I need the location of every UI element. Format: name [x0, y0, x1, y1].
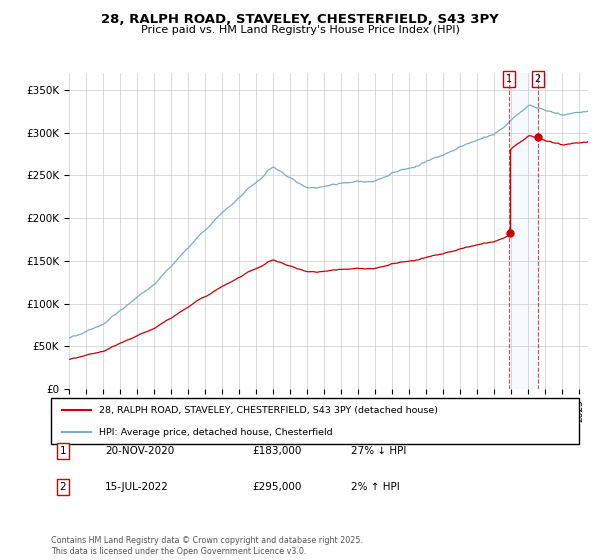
Text: 28, RALPH ROAD, STAVELEY, CHESTERFIELD, S43 3PY: 28, RALPH ROAD, STAVELEY, CHESTERFIELD, …: [101, 13, 499, 26]
Text: Price paid vs. HM Land Registry's House Price Index (HPI): Price paid vs. HM Land Registry's House …: [140, 25, 460, 35]
Text: 2: 2: [59, 482, 67, 492]
Text: 2: 2: [535, 74, 541, 84]
Text: £183,000: £183,000: [252, 446, 301, 456]
Text: 1: 1: [59, 446, 67, 456]
Text: 27% ↓ HPI: 27% ↓ HPI: [351, 446, 406, 456]
Text: Contains HM Land Registry data © Crown copyright and database right 2025.
This d: Contains HM Land Registry data © Crown c…: [51, 536, 363, 556]
FancyBboxPatch shape: [51, 398, 579, 444]
Text: 1: 1: [506, 74, 512, 84]
Bar: [509, 73, 538, 389]
Text: £295,000: £295,000: [252, 482, 301, 492]
Text: HPI: Average price, detached house, Chesterfield: HPI: Average price, detached house, Ches…: [98, 427, 332, 437]
Text: 15-JUL-2022: 15-JUL-2022: [105, 482, 169, 492]
Text: 28, RALPH ROAD, STAVELEY, CHESTERFIELD, S43 3PY (detached house): 28, RALPH ROAD, STAVELEY, CHESTERFIELD, …: [98, 406, 437, 415]
Text: 2% ↑ HPI: 2% ↑ HPI: [351, 482, 400, 492]
Text: 20-NOV-2020: 20-NOV-2020: [105, 446, 174, 456]
